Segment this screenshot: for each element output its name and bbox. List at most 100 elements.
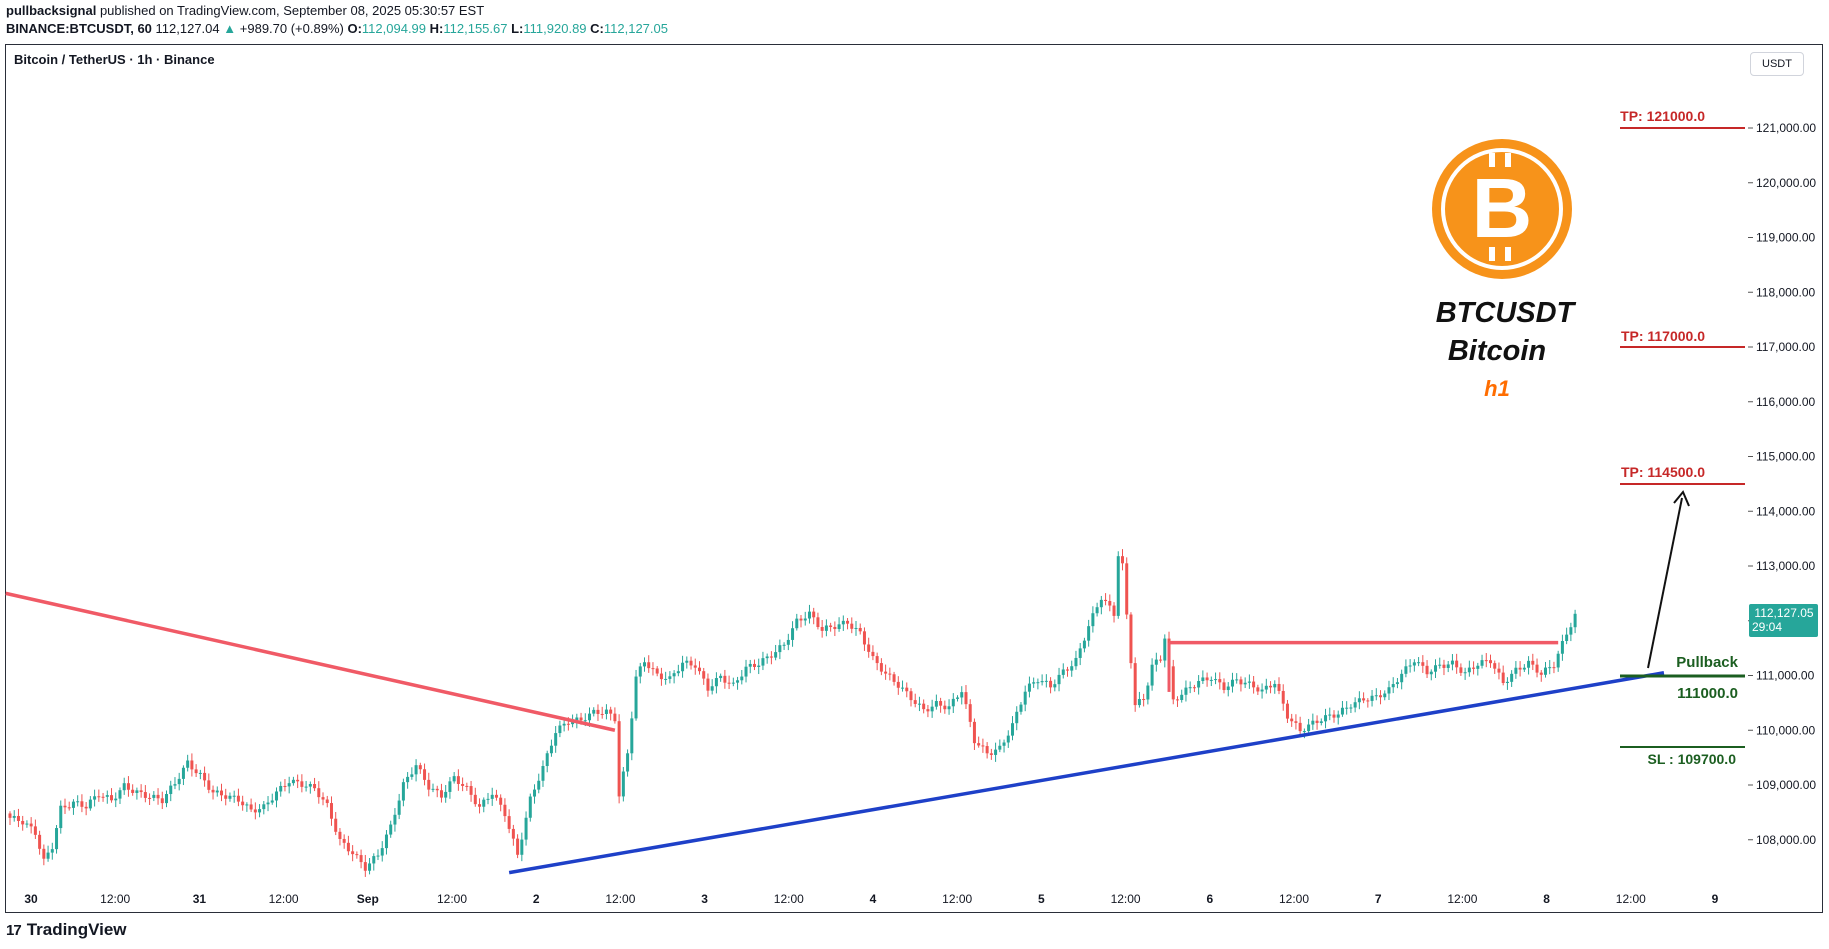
candle-body — [1455, 660, 1459, 668]
tp-level-121000[interactable]: TP: 121000.0 — [1620, 108, 1745, 129]
candle-body — [363, 862, 367, 871]
candle-body — [1514, 667, 1518, 674]
candle-body — [380, 848, 384, 856]
candle-body — [427, 779, 431, 790]
candle-body — [220, 790, 223, 796]
projection-arrow[interactable] — [1647, 490, 1690, 669]
candle-body — [778, 645, 782, 653]
candle-body — [934, 701, 938, 707]
candle-body — [296, 779, 300, 782]
ohlc-line: BINANCE:BTCUSDT, 60 112,127.04 ▲ +989.70… — [6, 21, 668, 36]
candle-body — [841, 620, 845, 625]
x-tick-label: 12:00 — [269, 892, 299, 906]
published-text: published on TradingView.com, September … — [99, 3, 485, 18]
candle-body — [664, 678, 668, 680]
candle-body — [1336, 714, 1340, 718]
candle-body — [67, 807, 71, 809]
candle-body — [1493, 663, 1497, 669]
candle-body — [84, 806, 88, 809]
candle-body — [562, 723, 566, 726]
candle-body — [943, 705, 947, 710]
candle-body — [1366, 700, 1370, 702]
candle-body — [152, 794, 156, 798]
pullback-label: Pullback — [1676, 654, 1738, 671]
candle-body — [1070, 666, 1074, 671]
candle-body — [169, 785, 173, 795]
tradingview-footer[interactable]: 17 TradingView — [6, 920, 127, 940]
y-tick-label: 110,000.00 — [1756, 723, 1815, 737]
entry-level[interactable]: Pullback 111000.0 — [1620, 654, 1745, 702]
candle-body — [757, 665, 761, 667]
candle-body — [1180, 694, 1184, 700]
candle-body — [8, 813, 12, 818]
candle-body — [1340, 707, 1344, 715]
candle-body — [693, 665, 697, 668]
candle-body — [338, 831, 342, 839]
candle-body — [279, 785, 283, 792]
candle-body — [1298, 722, 1302, 732]
y-tick-label: 109,000.00 — [1756, 778, 1816, 792]
candle-body — [676, 671, 680, 674]
candle-body — [1379, 695, 1383, 698]
candle-body — [1201, 677, 1205, 682]
candle-body — [1209, 679, 1213, 681]
sl-level[interactable]: SL : 109700.0 — [1620, 746, 1745, 767]
candle-body — [33, 826, 37, 835]
candle-body — [837, 624, 841, 630]
candle-body — [1438, 664, 1442, 666]
chart-frame[interactable] — [5, 44, 1823, 913]
candle-body — [308, 783, 312, 787]
candle-body — [803, 618, 807, 621]
tradingview-brand: TradingView — [26, 920, 127, 939]
candle-body — [393, 814, 397, 825]
candle-body — [858, 627, 862, 632]
x-tick-label: 12:00 — [1279, 892, 1309, 906]
candle-body — [88, 799, 92, 809]
candle-body — [520, 839, 524, 855]
candle-body — [1214, 679, 1218, 681]
candle-body — [207, 780, 211, 790]
candle-body — [439, 790, 443, 798]
high-value: 112,155.67 — [443, 21, 508, 36]
candle-body — [135, 790, 139, 793]
candle-body — [824, 625, 828, 631]
ticker-label: BTCUSDT — [1436, 297, 1577, 329]
candle-body — [1476, 665, 1480, 669]
candle-body — [846, 620, 850, 624]
publisher-name[interactable]: pullbacksignal — [6, 3, 97, 18]
candles-layer — [8, 549, 1577, 877]
x-tick-label: 12:00 — [1616, 892, 1646, 906]
last-price-badge-value: 112,127.05 — [1754, 606, 1813, 620]
y-tick-label: 116,000.00 — [1756, 395, 1815, 409]
candle-body — [1197, 681, 1201, 688]
candle-body — [1472, 667, 1476, 669]
candle-body — [1556, 653, 1560, 668]
candle-body — [1307, 724, 1311, 732]
x-tick-label: 6 — [1206, 892, 1213, 906]
x-tick-label: 12:00 — [1447, 892, 1477, 906]
candle-body — [617, 721, 621, 797]
currency-button[interactable]: USDT — [1750, 52, 1804, 76]
y-tick-label: 115,000.00 — [1756, 450, 1815, 464]
candle-body — [114, 798, 118, 801]
candle-body — [1450, 660, 1454, 665]
candle-body — [1548, 667, 1552, 669]
tp-level-114500[interactable]: TP: 114500.0 — [1620, 464, 1745, 485]
candle-body — [820, 627, 824, 631]
tp-level-117000[interactable]: TP: 117000.0 — [1620, 328, 1745, 348]
candle-body — [287, 783, 291, 787]
candle-body — [1417, 662, 1421, 664]
candle-body — [549, 745, 553, 754]
candle-body — [1218, 679, 1222, 683]
candle-body — [1434, 665, 1438, 672]
candle-body — [329, 803, 333, 819]
candle-body — [1573, 613, 1577, 628]
candle-body — [1125, 563, 1129, 615]
candle-body — [139, 790, 143, 793]
x-tick-label: Sep — [357, 892, 379, 906]
coin-name-label: Bitcoin — [1448, 335, 1546, 367]
candle-body — [1446, 664, 1450, 668]
candle-body — [160, 798, 164, 804]
candle-body — [791, 628, 795, 640]
